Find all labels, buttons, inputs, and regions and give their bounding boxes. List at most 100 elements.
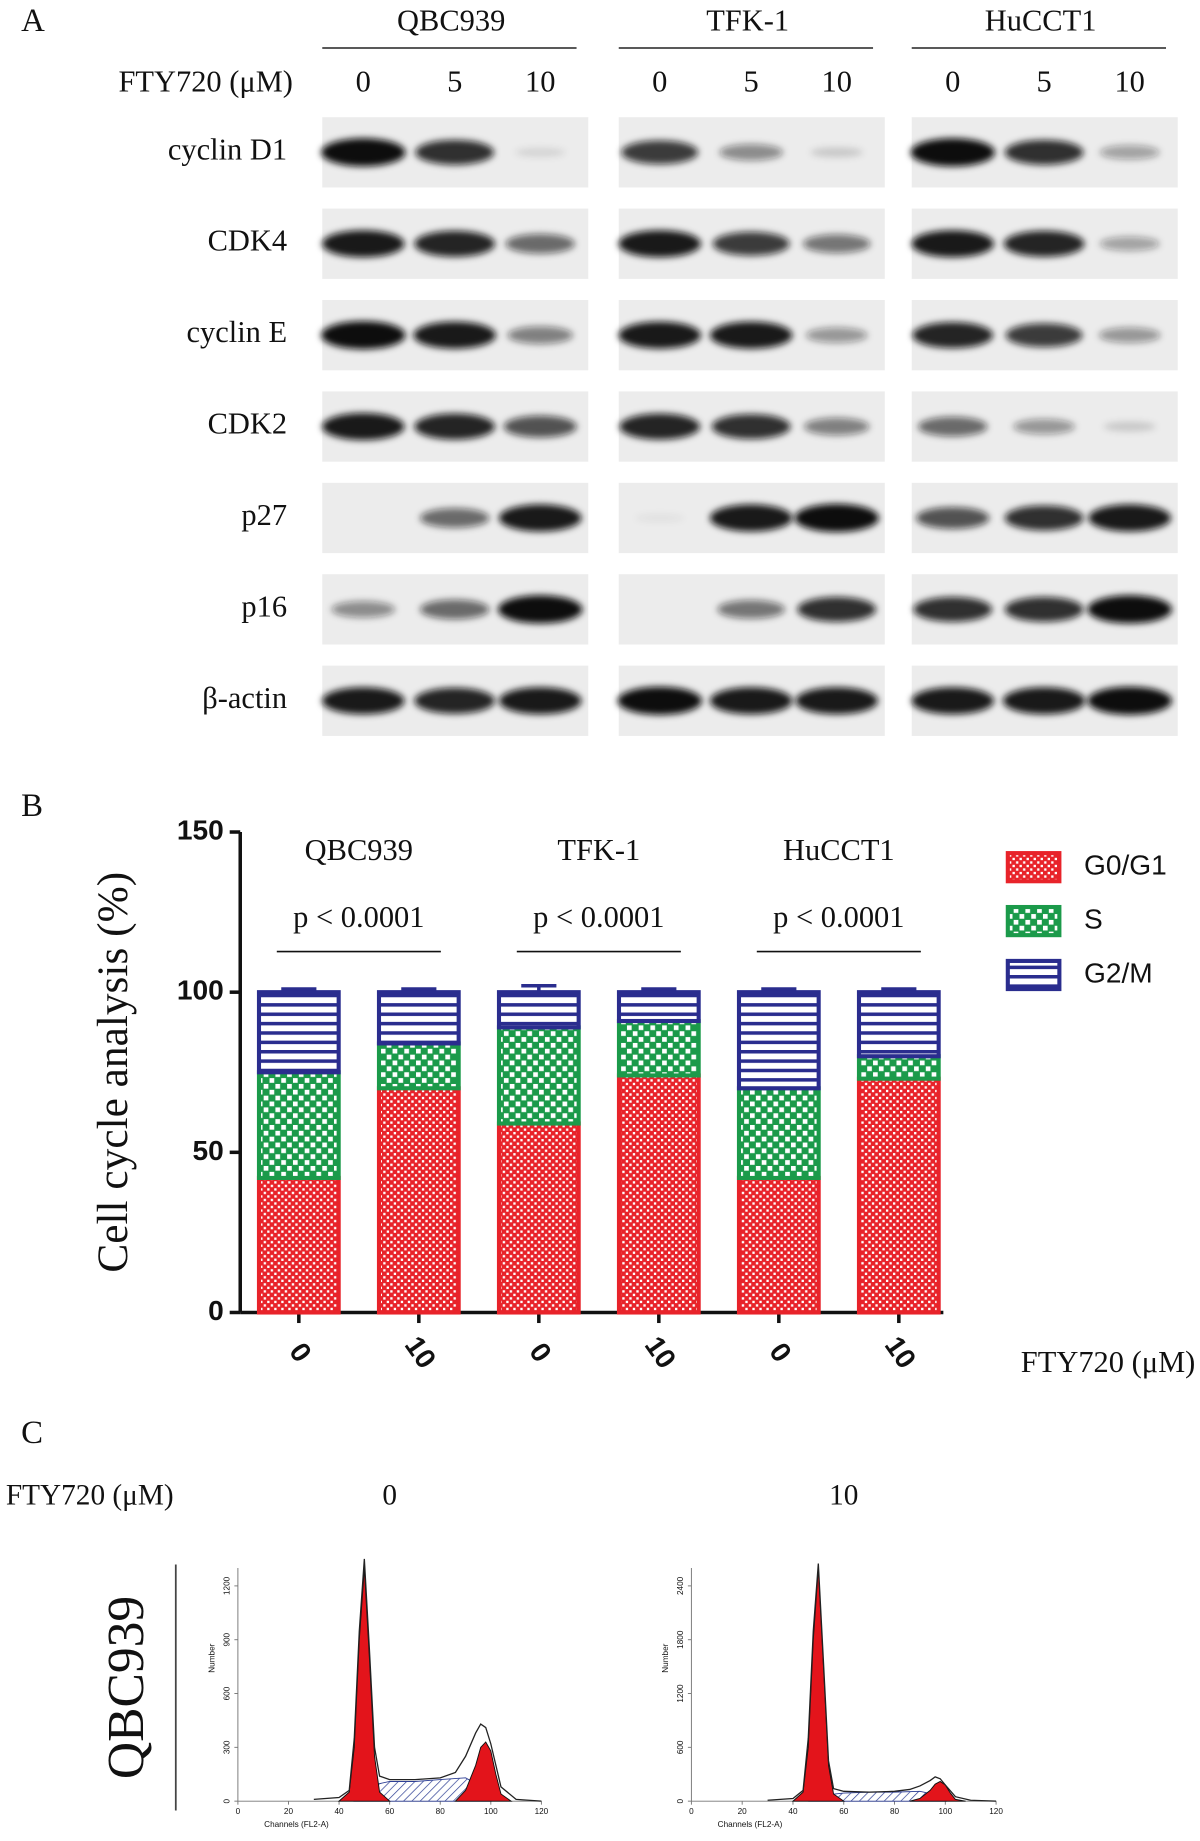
band xyxy=(498,595,583,624)
band xyxy=(1004,505,1084,531)
band xyxy=(414,230,496,257)
group-label: QBC939 xyxy=(305,833,413,867)
bar-segment xyxy=(496,1121,581,1315)
band xyxy=(617,686,702,715)
protein-label: p27 xyxy=(241,498,287,532)
band xyxy=(916,507,990,529)
significance: p < 0.0001 xyxy=(773,900,904,934)
dose-label: 5 xyxy=(447,64,462,98)
band xyxy=(1099,145,1160,160)
y-axis-label: Number xyxy=(661,1643,670,1672)
band xyxy=(507,326,574,344)
band xyxy=(322,230,405,258)
band xyxy=(514,147,566,157)
dose-label: 10 xyxy=(525,64,555,98)
error-bar xyxy=(641,987,677,993)
bar-segment xyxy=(256,1070,341,1181)
band xyxy=(709,321,793,349)
y-tick-label: 2400 xyxy=(676,1576,685,1595)
band xyxy=(321,321,406,350)
peak-fit xyxy=(454,1741,513,1802)
x-tick-label: 40 xyxy=(788,1807,798,1816)
band xyxy=(794,503,879,533)
protein-label: CDK2 xyxy=(208,407,288,441)
cell-line-header: HuCCT1 xyxy=(985,3,1097,37)
cell-line-header: TFK-1 xyxy=(706,3,789,37)
treatment-label: FTY720 (μM) xyxy=(118,64,293,98)
legend-label: G2/M xyxy=(1084,957,1153,988)
x-tick-label: 60 xyxy=(839,1807,849,1816)
x-axis-label: Channels (FL2-A) xyxy=(718,1820,783,1829)
band xyxy=(805,327,868,343)
band xyxy=(712,231,790,256)
error-bar xyxy=(521,984,557,993)
peak-fit xyxy=(337,1567,391,1802)
y-tick-label: 150 xyxy=(177,814,224,845)
protein-label: p16 xyxy=(241,589,287,623)
x-axis-label: FTY720 (μM) xyxy=(1021,1345,1196,1379)
x-tick-label: 10 xyxy=(639,1331,682,1374)
bar-segment xyxy=(616,1018,701,1078)
band xyxy=(918,416,988,437)
band xyxy=(910,138,995,167)
x-tick-label: 80 xyxy=(890,1807,900,1816)
band xyxy=(1088,504,1171,532)
bar-segment xyxy=(376,1086,461,1315)
bar-segment xyxy=(856,990,941,1059)
y-axis-label: Cell cycle analysis (%) xyxy=(89,872,137,1273)
band xyxy=(1003,230,1085,257)
bar-segment xyxy=(376,1041,461,1091)
band xyxy=(1087,686,1172,715)
treatment-label: FTY720 (μM) xyxy=(6,1479,174,1511)
y-tick-label: 100 xyxy=(177,975,224,1006)
band xyxy=(618,230,702,258)
band xyxy=(709,504,793,532)
band xyxy=(1005,323,1083,348)
dose-label: 0 xyxy=(945,64,960,98)
x-tick-label: 100 xyxy=(938,1807,952,1816)
band xyxy=(911,687,994,715)
legend-swatch xyxy=(1005,958,1062,992)
y-tick-label: 0 xyxy=(676,1798,685,1803)
error-bar xyxy=(881,987,917,993)
legend-swatch xyxy=(1005,851,1062,884)
band xyxy=(420,599,490,620)
dose-label: 0 xyxy=(652,64,667,98)
band xyxy=(322,413,405,441)
band xyxy=(1004,139,1084,165)
x-tick-label: 0 xyxy=(283,1337,317,1368)
band xyxy=(636,606,683,613)
error-bar xyxy=(281,987,317,993)
dose-label: 5 xyxy=(1037,64,1052,98)
band xyxy=(340,514,387,521)
bar-segment xyxy=(736,1175,821,1315)
error-bar xyxy=(761,987,797,993)
band xyxy=(1103,421,1156,432)
bar-segment xyxy=(496,1025,581,1126)
dose-label: 5 xyxy=(744,64,759,98)
band xyxy=(505,233,575,254)
y-tick-label: 50 xyxy=(193,1135,224,1166)
band xyxy=(913,596,993,622)
band xyxy=(911,230,994,258)
bar-segment xyxy=(496,990,581,1030)
x-tick-label: 20 xyxy=(738,1807,748,1816)
band xyxy=(420,508,490,528)
band xyxy=(414,687,496,714)
x-tick-label: 60 xyxy=(385,1807,395,1816)
band xyxy=(618,321,702,349)
bar-segment xyxy=(736,990,821,1091)
panel-label: B xyxy=(21,788,43,824)
bar-segment xyxy=(256,990,341,1075)
band xyxy=(414,413,496,440)
panel-label: C xyxy=(21,1415,43,1451)
dose-label: 10 xyxy=(821,64,851,98)
group-label: TFK-1 xyxy=(557,833,640,867)
y-tick-label: 1800 xyxy=(676,1630,685,1649)
band xyxy=(498,504,582,532)
band xyxy=(619,413,701,440)
bar-segment xyxy=(856,1054,941,1081)
bar-segment xyxy=(376,990,461,1046)
